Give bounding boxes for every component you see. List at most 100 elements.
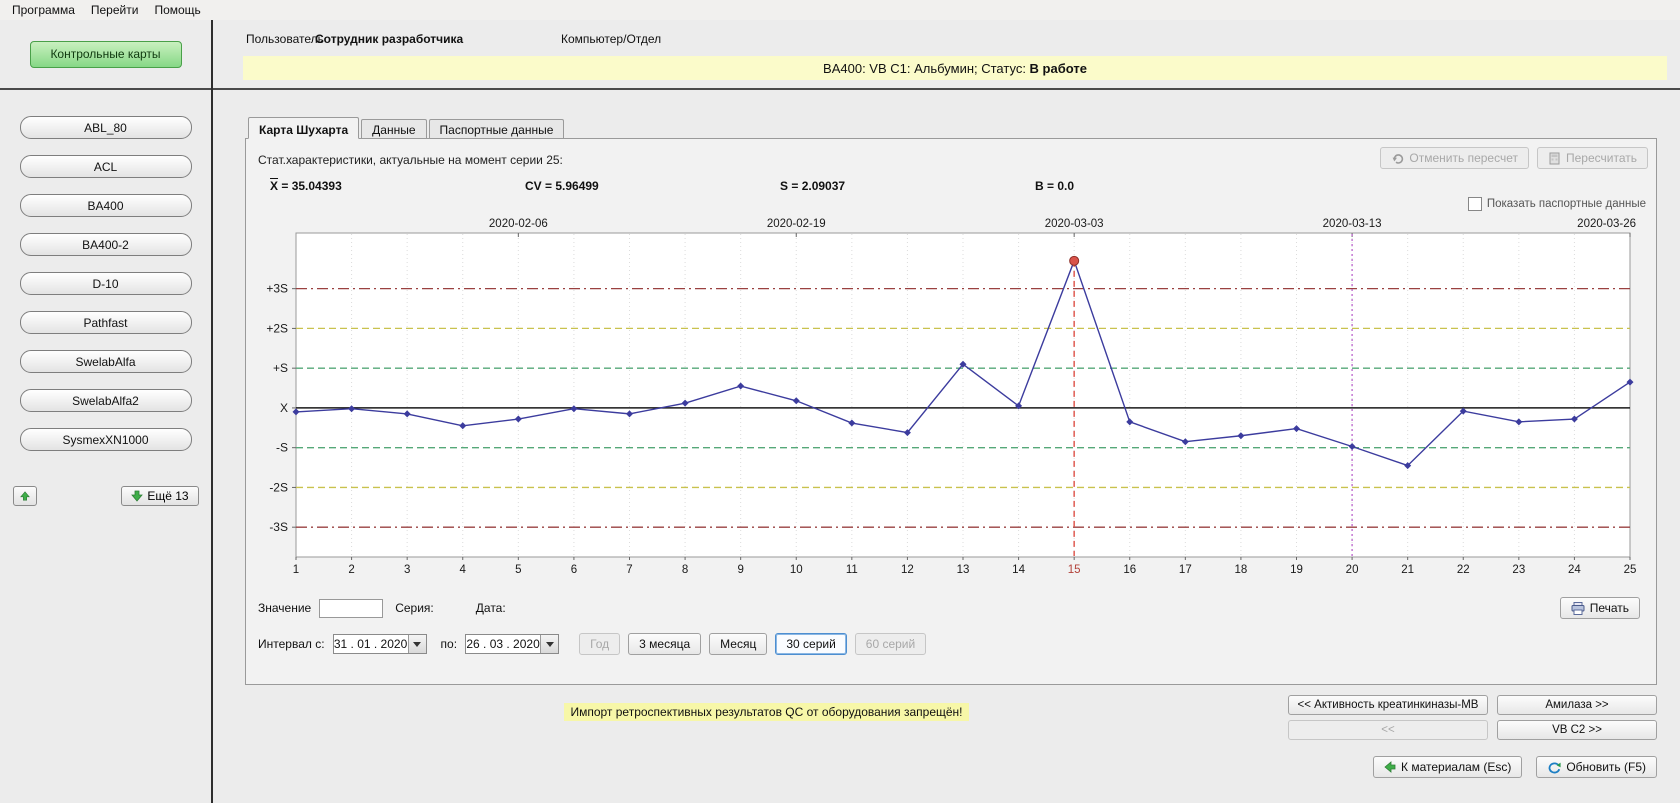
to-materials-button[interactable]: К материалам (Esc) — [1373, 756, 1523, 778]
sidebar-header: Контрольные карты — [0, 20, 211, 90]
svg-text:21: 21 — [1401, 564, 1414, 576]
dropdown-arrow-icon[interactable] — [407, 635, 426, 653]
nav-button-next-material[interactable]: VB C2 >> — [1497, 720, 1657, 740]
interval-to-label: по: — [440, 637, 458, 651]
warning-zone: Импорт ретроспективных результатов QC от… — [245, 695, 1288, 721]
device-list: ABL_80 ACL BA400 BA400-2 D-10 Pathfast SwelabA… — [0, 90, 211, 451]
svg-text:22: 22 — [1457, 564, 1470, 576]
up-arrow-icon — [20, 491, 30, 501]
print-button[interactable]: Печать — [1559, 597, 1640, 619]
recalc-button[interactable]: Пересчитать — [1537, 147, 1648, 169]
svg-text:+2S: +2S — [266, 321, 288, 335]
main-header: Пользователь Сотрудник разработчика Комп… — [213, 20, 1680, 90]
interval-button-30-series[interactable]: 30 серий — [775, 633, 847, 655]
device-button-BA400-2[interactable]: BA400-2 — [19, 233, 192, 256]
svg-text:-S: -S — [276, 441, 288, 455]
tab-0[interactable]: Карта Шухарта — [248, 117, 360, 139]
undo-recalc-button[interactable]: Отменить пересчет — [1380, 147, 1529, 169]
print-label: Печать — [1589, 601, 1629, 615]
interval-to-select[interactable]: 26 . 03 . 2020 — [465, 634, 560, 654]
device-button-SysmexXN1000[interactable]: SysmexXN1000 — [19, 428, 192, 451]
dropdown-arrow-icon[interactable] — [540, 635, 559, 653]
device-button-D-10[interactable]: D-10 — [19, 272, 192, 295]
user-label: Пользователь — [246, 32, 324, 46]
nav-button-prev-material[interactable]: << — [1288, 720, 1488, 740]
svg-text:9: 9 — [737, 564, 743, 576]
show-passport-label: Показать паспортные данные — [1486, 198, 1646, 210]
stats-metrics: X = 35.04393 CV = 5.96499 S = 2.09037 B = 0… — [270, 179, 1648, 193]
interval-from-value: 31 . 01 . 2020 — [333, 637, 408, 651]
svg-text:2020-03-03: 2020-03-03 — [1045, 218, 1104, 230]
recalc-label: Пересчитать — [1566, 151, 1637, 165]
import-warning-text: Импорт ретроспективных результатов QC от… — [564, 703, 969, 721]
device-button-BA400[interactable]: BA400 — [19, 194, 192, 217]
svg-text:13: 13 — [957, 564, 970, 576]
svg-text:12: 12 — [901, 564, 914, 576]
menu-item-2[interactable]: Помощь — [154, 3, 201, 17]
more-devices-label: Ещё 13 — [147, 489, 189, 503]
interval-button-60-series[interactable]: 60 серий — [854, 633, 927, 655]
svg-text:-2S: -2S — [269, 480, 288, 494]
svg-text:11: 11 — [846, 564, 858, 576]
shewhart-chart[interactable]: 1 2 3 4 5 6 7 8 9 10 11 12 13 14 15 16 17 18 19 20 21 22 23 24 2… — [254, 215, 1648, 587]
nav-button-next-test[interactable]: Амилаза >> — [1497, 695, 1657, 715]
device-button-ACL[interactable]: ACL — [19, 155, 192, 178]
value-input[interactable] — [319, 598, 384, 618]
series-label: Серия: — [395, 601, 434, 615]
svg-text:10: 10 — [790, 564, 803, 576]
svg-text:15: 15 — [1068, 564, 1081, 576]
device-button-SwelabAlfa2[interactable]: SwelabAlfa2 — [19, 389, 192, 412]
device-button-ABL_80[interactable]: ABL_80 — [19, 116, 192, 139]
menu-bar: Программа Перейти Помощь — [0, 0, 1680, 20]
tab-2[interactable]: Паспортные данные — [428, 119, 565, 138]
scroll-up-button[interactable] — [13, 486, 37, 506]
status-banner-status: В работе — [1029, 60, 1087, 76]
test-nav-buttons: << Активность креатинкиназы-МВ Амилаза >>… — [1288, 695, 1657, 740]
main-area: Пользователь Сотрудник разработчика Комп… — [213, 20, 1680, 803]
menu-item-1[interactable]: Перейти — [90, 3, 139, 17]
interval-button-year[interactable]: Год — [579, 633, 621, 655]
interval-button-month[interactable]: Месяц — [709, 633, 768, 655]
interval-to-value: 26 . 03 . 2020 — [466, 637, 540, 651]
svg-text:2020-02-19: 2020-02-19 — [767, 218, 826, 230]
tab-1[interactable]: Данные — [361, 119, 427, 138]
control-charts-button[interactable]: Контрольные карты — [29, 40, 182, 68]
interval-from-select[interactable]: 31 . 01 . 2020 — [332, 634, 427, 654]
shewhart-tab-panel: Стат.характеристики, актуальные на момен… — [245, 138, 1657, 685]
refresh-icon — [1548, 761, 1561, 773]
stat-metric-3: B = 0.0 — [1035, 179, 1075, 193]
refresh-label: Обновить (F5) — [1566, 760, 1646, 774]
svg-text:7: 7 — [626, 564, 632, 576]
bottom-actions: К материалам (Esc) Обновить (F5) — [245, 756, 1657, 778]
printer-icon — [1571, 601, 1585, 615]
undo-recalc-label: Отменить пересчет — [1409, 151, 1518, 165]
stat-metric-1: CV = 5.96499 — [525, 179, 599, 193]
undo-recalc-icon — [1393, 153, 1404, 164]
date-label: Дата: — [475, 601, 506, 615]
svg-text:-3S: -3S — [269, 520, 288, 534]
stats-title: Стат.характеристики, актуальные на момен… — [258, 153, 563, 167]
svg-text:2: 2 — [348, 564, 354, 576]
sidebar-bottom: Ещё 13 — [0, 486, 211, 506]
value-label: Значение — [258, 601, 312, 615]
sidebar: Контрольные карты ABL_80 ACL BA400 BA400-2 D… — [0, 20, 213, 803]
device-button-SwelabAlfa[interactable]: SwelabAlfa — [19, 350, 192, 373]
svg-text:14: 14 — [1012, 564, 1025, 576]
svg-text:8: 8 — [682, 564, 688, 576]
device-button-Pathfast[interactable]: Pathfast — [19, 311, 192, 334]
menu-item-0[interactable]: Программа — [12, 3, 75, 17]
stat-metric-2: S = 2.09037 — [780, 179, 846, 193]
svg-text:5: 5 — [515, 564, 521, 576]
interval-button-3-months[interactable]: 3 месяца — [628, 633, 702, 655]
show-passport-checkbox[interactable] — [1467, 197, 1482, 211]
svg-text:24: 24 — [1568, 564, 1581, 576]
shewhart-chart-svg: 1 2 3 4 5 6 7 8 9 10 11 12 13 14 15 16 17 18 19 20 21 22 23 24 2… — [266, 218, 1636, 576]
svg-text:4: 4 — [460, 564, 467, 576]
svg-text:18: 18 — [1235, 564, 1248, 576]
svg-text:2020-03-26: 2020-03-26 — [1577, 218, 1636, 230]
refresh-button[interactable]: Обновить (F5) — [1536, 756, 1657, 778]
nav-button-prev-test[interactable]: << Активность креатинкиназы-МВ — [1288, 695, 1488, 715]
more-devices-button[interactable]: Ещё 13 — [121, 486, 199, 506]
interval-from-label: Интервал с: — [258, 637, 325, 651]
